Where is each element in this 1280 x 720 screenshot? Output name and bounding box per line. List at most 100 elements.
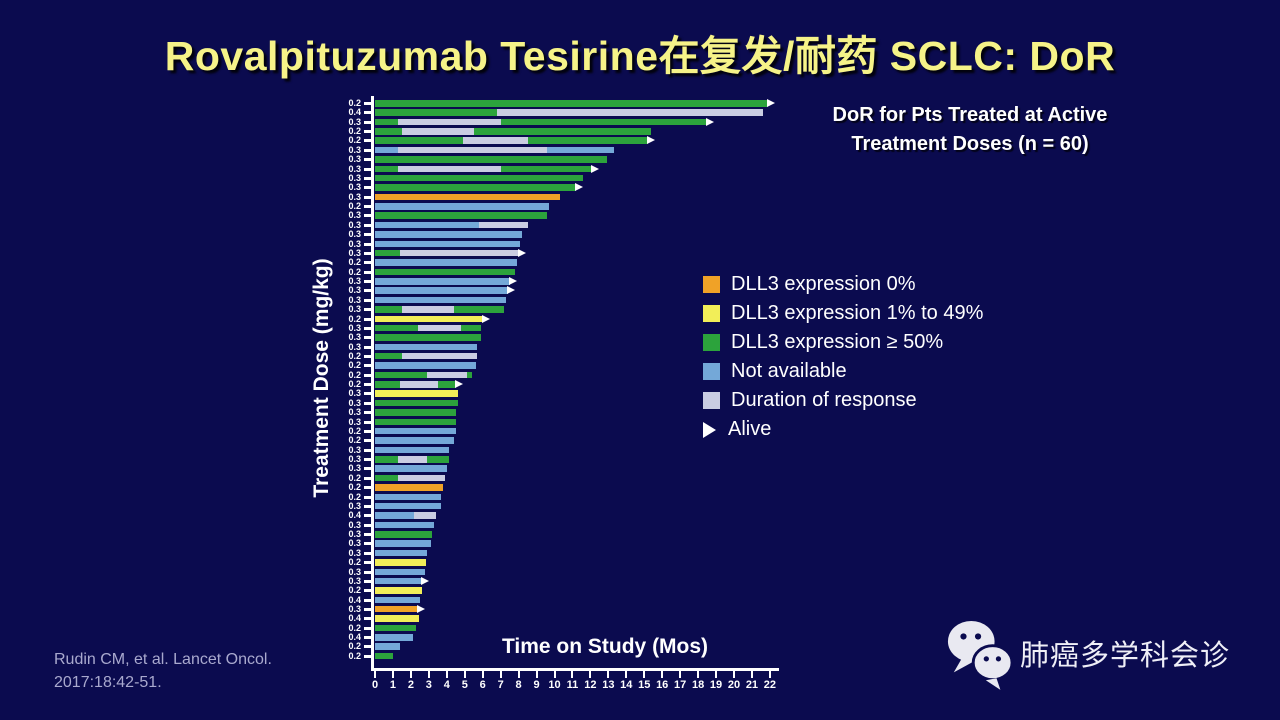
patient-row-40: 0.3 [335,464,815,474]
patient-row-1: 0.2 [335,99,815,109]
bar-segment-blue [375,521,435,529]
patient-row-7: 0.3 [335,154,815,165]
swimmer-plot: 0.2 0.4 0.3 0.2 0.2 0.3 0.3 0.3 0.3 0.3 0.3 0.2 0.3 0… [335,99,815,666]
bar-segment-gray [398,456,428,463]
y-tick [364,130,372,134]
x-tick [427,671,430,678]
y-tick [364,533,372,537]
y-tick [364,336,372,340]
dose-label: 0.3 [348,322,361,333]
x-axis-ticks: 0 1 2 3 4 5 6 7 8 9 10 11 12 13 14 15 16 17 18 19 20 21 22 [335,671,835,701]
bar-segment-gray [414,512,437,519]
patient-row-30: 0.2 [335,370,815,381]
bar-segment-green [375,624,417,632]
y-tick [364,102,372,105]
dose-label: 0.4 [348,613,361,624]
bar-segment-blue [375,446,449,454]
bar-segment-yellow [375,390,458,397]
dose-label: 0.3 [348,154,361,165]
dose-label: 0.3 [348,304,361,315]
bar-segment-gray [398,146,548,154]
patient-row-46: 0.3 [335,519,815,531]
patient-row-36: 0.2 [335,426,815,437]
y-tick [364,364,372,368]
gray-swatch-icon [703,392,720,409]
y-tick [364,551,372,555]
orange-swatch-icon [703,276,720,293]
patient-row-23: 0.3 [335,304,815,315]
bar-segment-blue [375,221,480,229]
y-axis-title: Treatment Dose (mg/kg) [310,258,333,498]
chart-heading-line2: Treatment Doses (n = 60) [851,133,1089,155]
dose-label: 0.2 [348,622,361,633]
patient-row-57: 0.2 [335,622,815,634]
x-tick-label: 1 [389,679,396,691]
patient-row-26: 0.3 [335,333,815,343]
bar-segment-blue [375,437,454,444]
bar-segment-gray [400,249,519,257]
bar-segment-gray [497,109,763,116]
patient-row-2: 0.4 [335,108,815,118]
x-tick [768,671,771,678]
bar-segment-green [375,165,399,173]
y-tick [364,486,372,490]
patient-row-11: 0.3 [335,192,815,203]
bar-segment-orange [375,193,560,201]
green-swatch-icon [703,334,720,351]
patient-row-38: 0.3 [335,445,815,456]
x-tick [607,671,610,678]
dose-label: 0.3 [348,519,361,530]
bar-segment-gray [418,324,462,332]
alive-arrow [767,99,776,107]
y-tick [364,448,372,452]
y-tick [364,251,372,255]
citation-line1: Rudin CM, et al. Lancet Oncol. [54,651,272,668]
x-tick [445,671,448,678]
bar-segment-green [427,456,449,463]
bar-segment-green [375,381,401,388]
bar-segment-gray [401,306,454,313]
dose-label: 0.3 [348,407,361,418]
alive-arrow [591,164,600,173]
bar-segment-green [500,165,593,173]
dose-label: 0.4 [348,510,361,521]
y-tick [364,326,372,330]
alive-arrow [417,604,426,613]
patient-row-49: 0.3 [335,548,815,559]
dose-label: 0.3 [348,603,361,614]
patient-row-45: 0.4 [335,510,815,521]
y-tick [364,495,372,499]
dose-label: 0.2 [348,313,361,324]
patient-row-24: 0.2 [335,313,815,325]
bar-segment-green [500,118,708,126]
patient-row-12: 0.2 [335,202,815,212]
dose-label: 0.2 [348,126,361,137]
y-tick [364,598,372,602]
y-axis-line [371,96,374,671]
alive-arrow [575,183,584,192]
dose-label: 0.3 [348,163,361,174]
y-tick [364,111,372,115]
x-tick [517,671,520,678]
legend-item-alive: Alive [703,415,983,444]
x-tick-label: 6 [479,679,486,691]
patient-row-34: 0.3 [335,407,815,418]
dose-label: 0.3 [348,529,361,540]
y-tick [364,439,372,443]
patient-row-13: 0.3 [335,211,815,221]
y-tick [364,167,372,171]
dose-label: 0.4 [348,632,361,643]
bar-segment-green [375,118,399,126]
bar-segment-green [461,324,481,332]
bar-segment-blue [375,203,550,210]
bar-segment-green [375,137,463,144]
bar-segment-blue [375,343,478,351]
bar-segment-blue [375,568,426,575]
y-tick [364,148,372,152]
patient-row-16: 0.3 [335,239,815,250]
y-tick [364,317,372,321]
alive-arrow [508,277,517,286]
y-tick [364,617,372,621]
x-tick [625,671,628,678]
citation: Rudin CM, et al. Lancet Oncol. 2017:18:4… [54,648,272,694]
